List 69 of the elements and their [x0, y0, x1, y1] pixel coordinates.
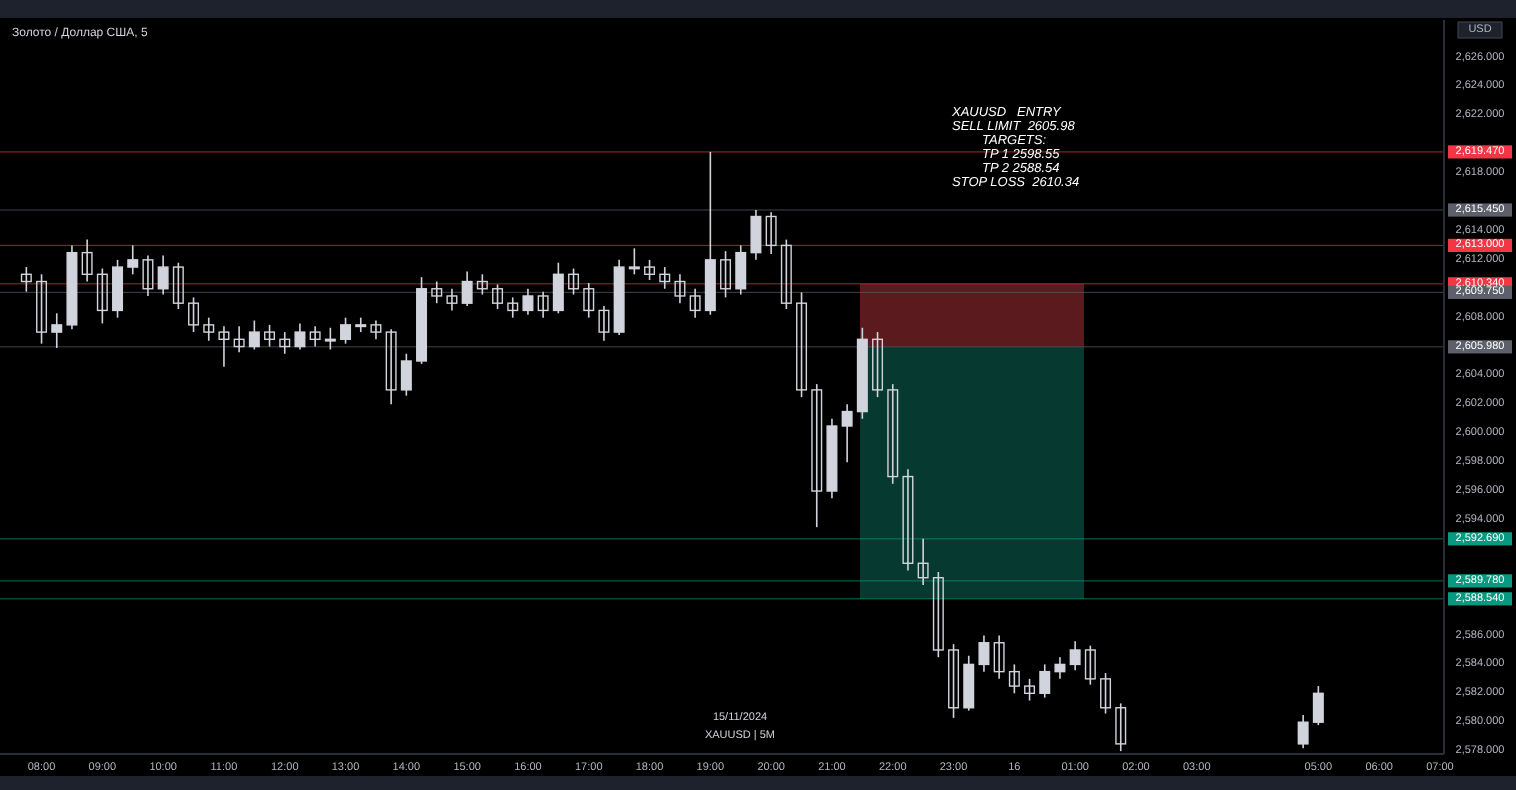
candlestick [264, 324, 276, 348]
candlestick [112, 259, 124, 319]
candlestick [127, 244, 139, 276]
candlestick [644, 259, 656, 281]
candlestick [355, 316, 367, 333]
candlestick [203, 316, 215, 342]
candlestick [1039, 663, 1051, 699]
candlestick [750, 209, 762, 261]
candlestick [279, 331, 291, 355]
candlestick [765, 211, 777, 255]
candlestick [628, 247, 640, 276]
candlestick [1100, 672, 1112, 715]
candlestick [796, 291, 808, 398]
candlestick [1312, 685, 1324, 726]
candlestick [735, 244, 747, 296]
candlestick [461, 270, 473, 307]
candlestick [36, 273, 48, 345]
candlestick [887, 383, 899, 485]
candlestick [552, 261, 564, 315]
candlestick [780, 238, 792, 310]
candlestick [324, 326, 336, 351]
candlestick [522, 287, 534, 316]
candlestick [902, 468, 914, 572]
candlestick [188, 296, 200, 333]
candlestick [674, 273, 686, 304]
candlestick [370, 319, 382, 341]
candlestick [872, 331, 884, 398]
candlestick [720, 250, 732, 299]
candlestick [1084, 644, 1096, 686]
candlestick [948, 643, 960, 719]
candlestick [218, 325, 230, 368]
candlestick [294, 322, 306, 351]
candlestick [1024, 678, 1036, 702]
candlestick [507, 296, 519, 319]
candlestick [568, 267, 580, 296]
candlestick [81, 238, 93, 283]
candlestick [340, 316, 352, 345]
candlestick [142, 254, 154, 297]
candlestick [51, 312, 63, 349]
candlestick [537, 290, 549, 319]
candlestick [659, 266, 671, 290]
candlestick [309, 325, 321, 348]
candlestick [96, 267, 108, 325]
candlestick [1069, 640, 1081, 671]
candlestick [932, 571, 944, 658]
candlestick [385, 328, 397, 406]
candlestick [583, 282, 595, 319]
candlestick [1008, 663, 1020, 695]
candlestick [248, 319, 260, 351]
candlestick [233, 325, 245, 354]
candlestick [431, 280, 443, 304]
candlestick [841, 403, 853, 463]
candlestick [492, 283, 504, 310]
candlestick [963, 654, 975, 712]
candlestick [446, 287, 458, 312]
candlestick [917, 538, 929, 586]
candlestick [978, 634, 990, 673]
candlestick [157, 254, 169, 296]
candlestick [1115, 702, 1127, 752]
candlestick [20, 266, 32, 293]
candlestick [689, 287, 701, 319]
candlestick [476, 273, 488, 296]
candlestick [598, 305, 610, 342]
candlestick [993, 634, 1005, 680]
candlestick [811, 383, 823, 528]
candlestick [172, 261, 184, 310]
candlestick [1297, 714, 1309, 750]
candlestick [1054, 656, 1066, 680]
candlestick [400, 352, 412, 397]
